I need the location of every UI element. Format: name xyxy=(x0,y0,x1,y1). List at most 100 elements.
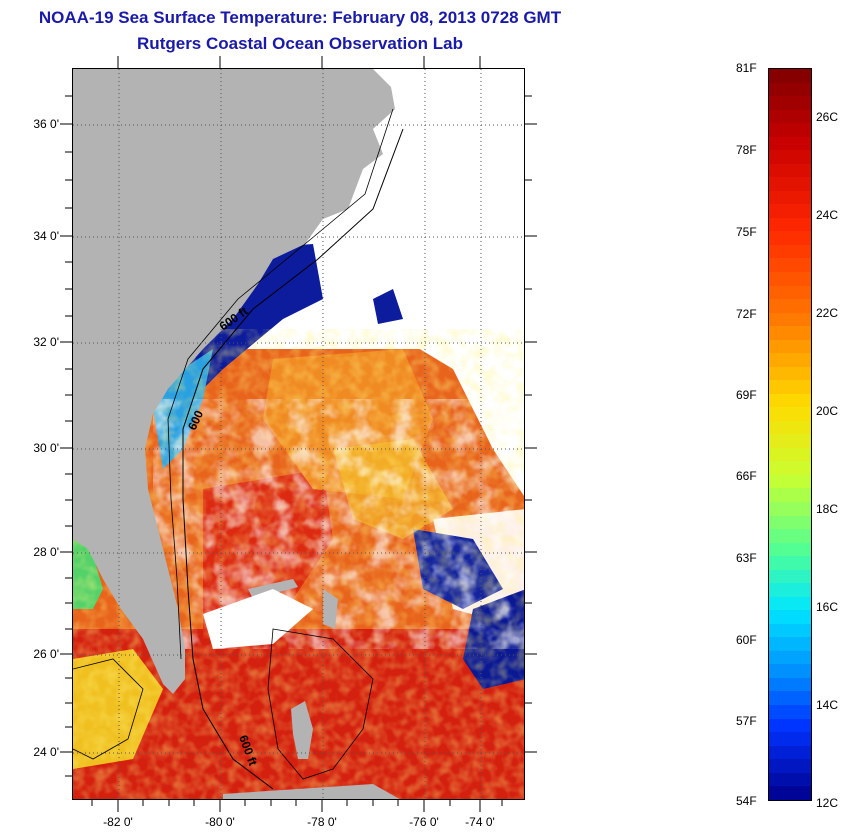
lon-label-78: -78 0' xyxy=(307,815,337,829)
colorbar-band xyxy=(769,474,811,489)
colorbar-band xyxy=(769,772,811,787)
colorbar-band xyxy=(769,488,811,502)
colorbar-label-69f: 69F xyxy=(736,388,757,402)
lat-label-28: 28 0' xyxy=(33,545,59,559)
colorbar-band xyxy=(769,637,811,651)
colorbar-label-22c: 22C xyxy=(816,306,839,320)
colorbar-label-72f: 72F xyxy=(736,307,757,321)
map-subtitle: Rutgers Coastal Ocean Observation Lab xyxy=(137,34,463,53)
colorbar-band xyxy=(769,542,811,557)
colorbar-band xyxy=(769,650,811,665)
colorbar-band xyxy=(769,177,811,191)
colorbar-label-14c: 14C xyxy=(816,698,839,712)
colorbar-band xyxy=(769,339,811,354)
contour-600ft xyxy=(182,128,404,790)
cloud-south-florida xyxy=(203,589,313,649)
lat-label-30: 30 0' xyxy=(33,441,59,455)
lon-label-82: -82 0' xyxy=(103,815,133,829)
colorbar-band xyxy=(769,109,811,124)
colorbar-band xyxy=(769,502,811,516)
colorbar-label-20c: 20C xyxy=(816,404,839,418)
colorbar-band xyxy=(769,299,811,313)
sst-map: 600 ft 600 600 ft xyxy=(72,68,525,800)
colorbar-band xyxy=(769,96,811,110)
colorbar-band xyxy=(769,691,811,705)
colorbar-band xyxy=(769,596,811,611)
colorbar-band xyxy=(769,704,811,719)
colorbar-label-60f: 60F xyxy=(736,633,757,647)
contour-florida-bay xyxy=(73,658,144,760)
land-southeast-us xyxy=(73,69,395,694)
colorbar-band xyxy=(769,285,811,300)
cold-patch-3 xyxy=(373,289,403,324)
colorbar-label-18c: 18C xyxy=(816,502,839,516)
cloud-upper xyxy=(263,70,524,496)
colorbar-band xyxy=(769,353,811,367)
colorbar-band xyxy=(769,312,811,327)
colorbar-label-81f: 81F xyxy=(736,61,757,75)
land-bahamas-abaco xyxy=(323,589,338,629)
temperature-colorbar xyxy=(768,68,812,801)
colorbar-band xyxy=(769,583,811,597)
lat-label-24: 24 0' xyxy=(33,745,59,759)
lon-label-76: -76 0' xyxy=(409,815,439,829)
colorbar-label-66f: 66F xyxy=(736,469,757,483)
colorbar-band xyxy=(769,610,811,624)
colorbar-band xyxy=(769,623,811,638)
colorbar-band xyxy=(769,258,811,272)
lat-label-34: 34 0' xyxy=(33,229,59,243)
contour-bahamas-bank xyxy=(267,628,374,780)
contour-shelf xyxy=(167,108,394,660)
colorbar-band xyxy=(769,271,811,286)
colorbar-label-26c: 26C xyxy=(816,110,839,124)
colorbar-band xyxy=(769,217,811,232)
colorbar-label-54f: 54F xyxy=(736,794,757,808)
colorbar-band xyxy=(769,150,811,164)
colorbar-band xyxy=(769,664,811,678)
map-title: NOAA-19 Sea Surface Temperature: Februar… xyxy=(38,8,562,27)
lon-label-74: -74 0' xyxy=(465,815,495,829)
colorbar-band xyxy=(769,677,811,692)
colorbar-label-16c: 16C xyxy=(816,600,839,614)
colorbar-band xyxy=(769,69,811,83)
colorbar-band xyxy=(769,366,811,381)
colorbar-band xyxy=(769,569,811,584)
texture-clouds xyxy=(153,399,524,649)
colorbar-band xyxy=(769,190,811,205)
colorbar-label-57f: 57F xyxy=(736,714,757,728)
sst-map-canvas: 600 ft 600 600 ft xyxy=(73,69,524,799)
colorbar-band xyxy=(769,82,811,97)
colorbar-band xyxy=(769,786,811,800)
colorbar-band xyxy=(769,718,811,733)
colorbar-label-75f: 75F xyxy=(736,225,757,239)
colorbar-band xyxy=(769,204,811,218)
land-cuba xyxy=(223,784,400,799)
colorbar-band xyxy=(769,515,811,530)
colorbar-band xyxy=(769,231,811,245)
colorbar-band xyxy=(769,461,811,475)
colorbar-label-63f: 63F xyxy=(736,551,757,565)
colorbar-band xyxy=(769,447,811,462)
colorbar-band xyxy=(769,407,811,421)
land-bahamas-andros xyxy=(291,701,313,759)
colorbar-band xyxy=(769,420,811,435)
colorbar-label-24c: 24C xyxy=(816,208,839,222)
colorbar-band xyxy=(769,759,811,773)
lat-label-26: 26 0' xyxy=(33,647,59,661)
colorbar-band xyxy=(769,136,811,151)
colorbar-band xyxy=(769,393,811,408)
colorbar-band xyxy=(769,326,811,340)
colorbar-band xyxy=(769,123,811,137)
colorbar-band xyxy=(769,556,811,570)
colorbar-band xyxy=(769,380,811,394)
lat-label-36: 36 0' xyxy=(33,117,59,131)
colorbar-label-78f: 78F xyxy=(736,143,757,157)
lat-label-32: 32 0' xyxy=(33,335,59,349)
colorbar-band xyxy=(769,745,811,760)
colorbar-band xyxy=(769,732,811,746)
lon-label-80: -80 0' xyxy=(205,815,235,829)
colorbar-band xyxy=(769,244,811,259)
colorbar-band xyxy=(769,163,811,178)
colorbar-band xyxy=(769,529,811,543)
colorbar-band xyxy=(769,434,811,448)
